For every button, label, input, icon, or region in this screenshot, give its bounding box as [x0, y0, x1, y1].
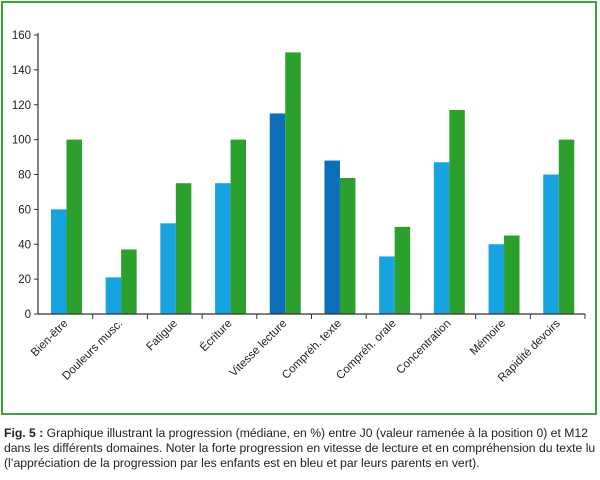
bar-series-2: [449, 109, 465, 314]
bar-chart: 0 20 40 60 80 100 120 140 160 Bien-êtreDouleurs …: [12, 30, 586, 384]
bars-group: [50, 52, 575, 314]
x-tick-label: Écriture: [197, 317, 234, 354]
bar-series-2: [285, 52, 301, 314]
y-tick-label: 140: [12, 65, 31, 77]
y-tick-label: 40: [18, 239, 31, 251]
x-tick-label: Compréh. orale: [334, 318, 399, 383]
bar-series-2: [66, 139, 82, 314]
x-tick-label: Fatigue: [144, 318, 180, 354]
bar-series-1: [324, 160, 340, 314]
y-tick-label: 160: [12, 30, 31, 42]
figure-frame: 0 20 40 60 80 100 120 140 160 Bien-être Douleurs …: [1, 1, 597, 415]
bar-series-2: [339, 177, 356, 314]
bar-series-2: [394, 226, 411, 314]
figure-caption: Fig. 5 : Graphique illustrant la progres…: [4, 426, 596, 471]
y-tick-label: 120: [12, 100, 31, 112]
x-tick-label: Douleurs musc.: [60, 318, 125, 383]
x-tick-label: Vitesse lecture: [228, 318, 290, 380]
bar-series-1: [379, 256, 395, 314]
bar-series-2: [504, 235, 520, 314]
bar-series-1: [543, 174, 559, 314]
bar-series-2: [121, 249, 137, 314]
x-tick-label: Mémoire: [468, 318, 508, 358]
y-tick-label: 20: [18, 274, 31, 286]
caption-text: Graphique illustrant la progression (méd…: [4, 426, 596, 470]
x-tick-label: Bien-être: [29, 318, 70, 359]
bar-series-2: [175, 183, 192, 314]
caption-label: Fig. 5 :: [4, 426, 44, 440]
bar-series-2: [230, 139, 247, 314]
bar-series-1: [269, 113, 286, 314]
y-tick-label: 100: [12, 135, 31, 147]
y-tick-label: 80: [18, 170, 31, 182]
bar-series-1: [488, 244, 505, 314]
bar-series-1: [215, 183, 231, 314]
y-axis: 0 20 40 60 80 100 120 140 160: [12, 30, 39, 321]
bar-series-1: [160, 223, 176, 314]
bar-series-2: [558, 139, 575, 314]
y-tick-label: 0: [25, 309, 31, 321]
bar-series-1: [433, 162, 450, 314]
bar-series-1: [105, 277, 122, 314]
x-tick-label: Concentration: [394, 318, 453, 377]
bar-series-1: [50, 209, 67, 314]
y-tick-label: 60: [18, 204, 31, 216]
